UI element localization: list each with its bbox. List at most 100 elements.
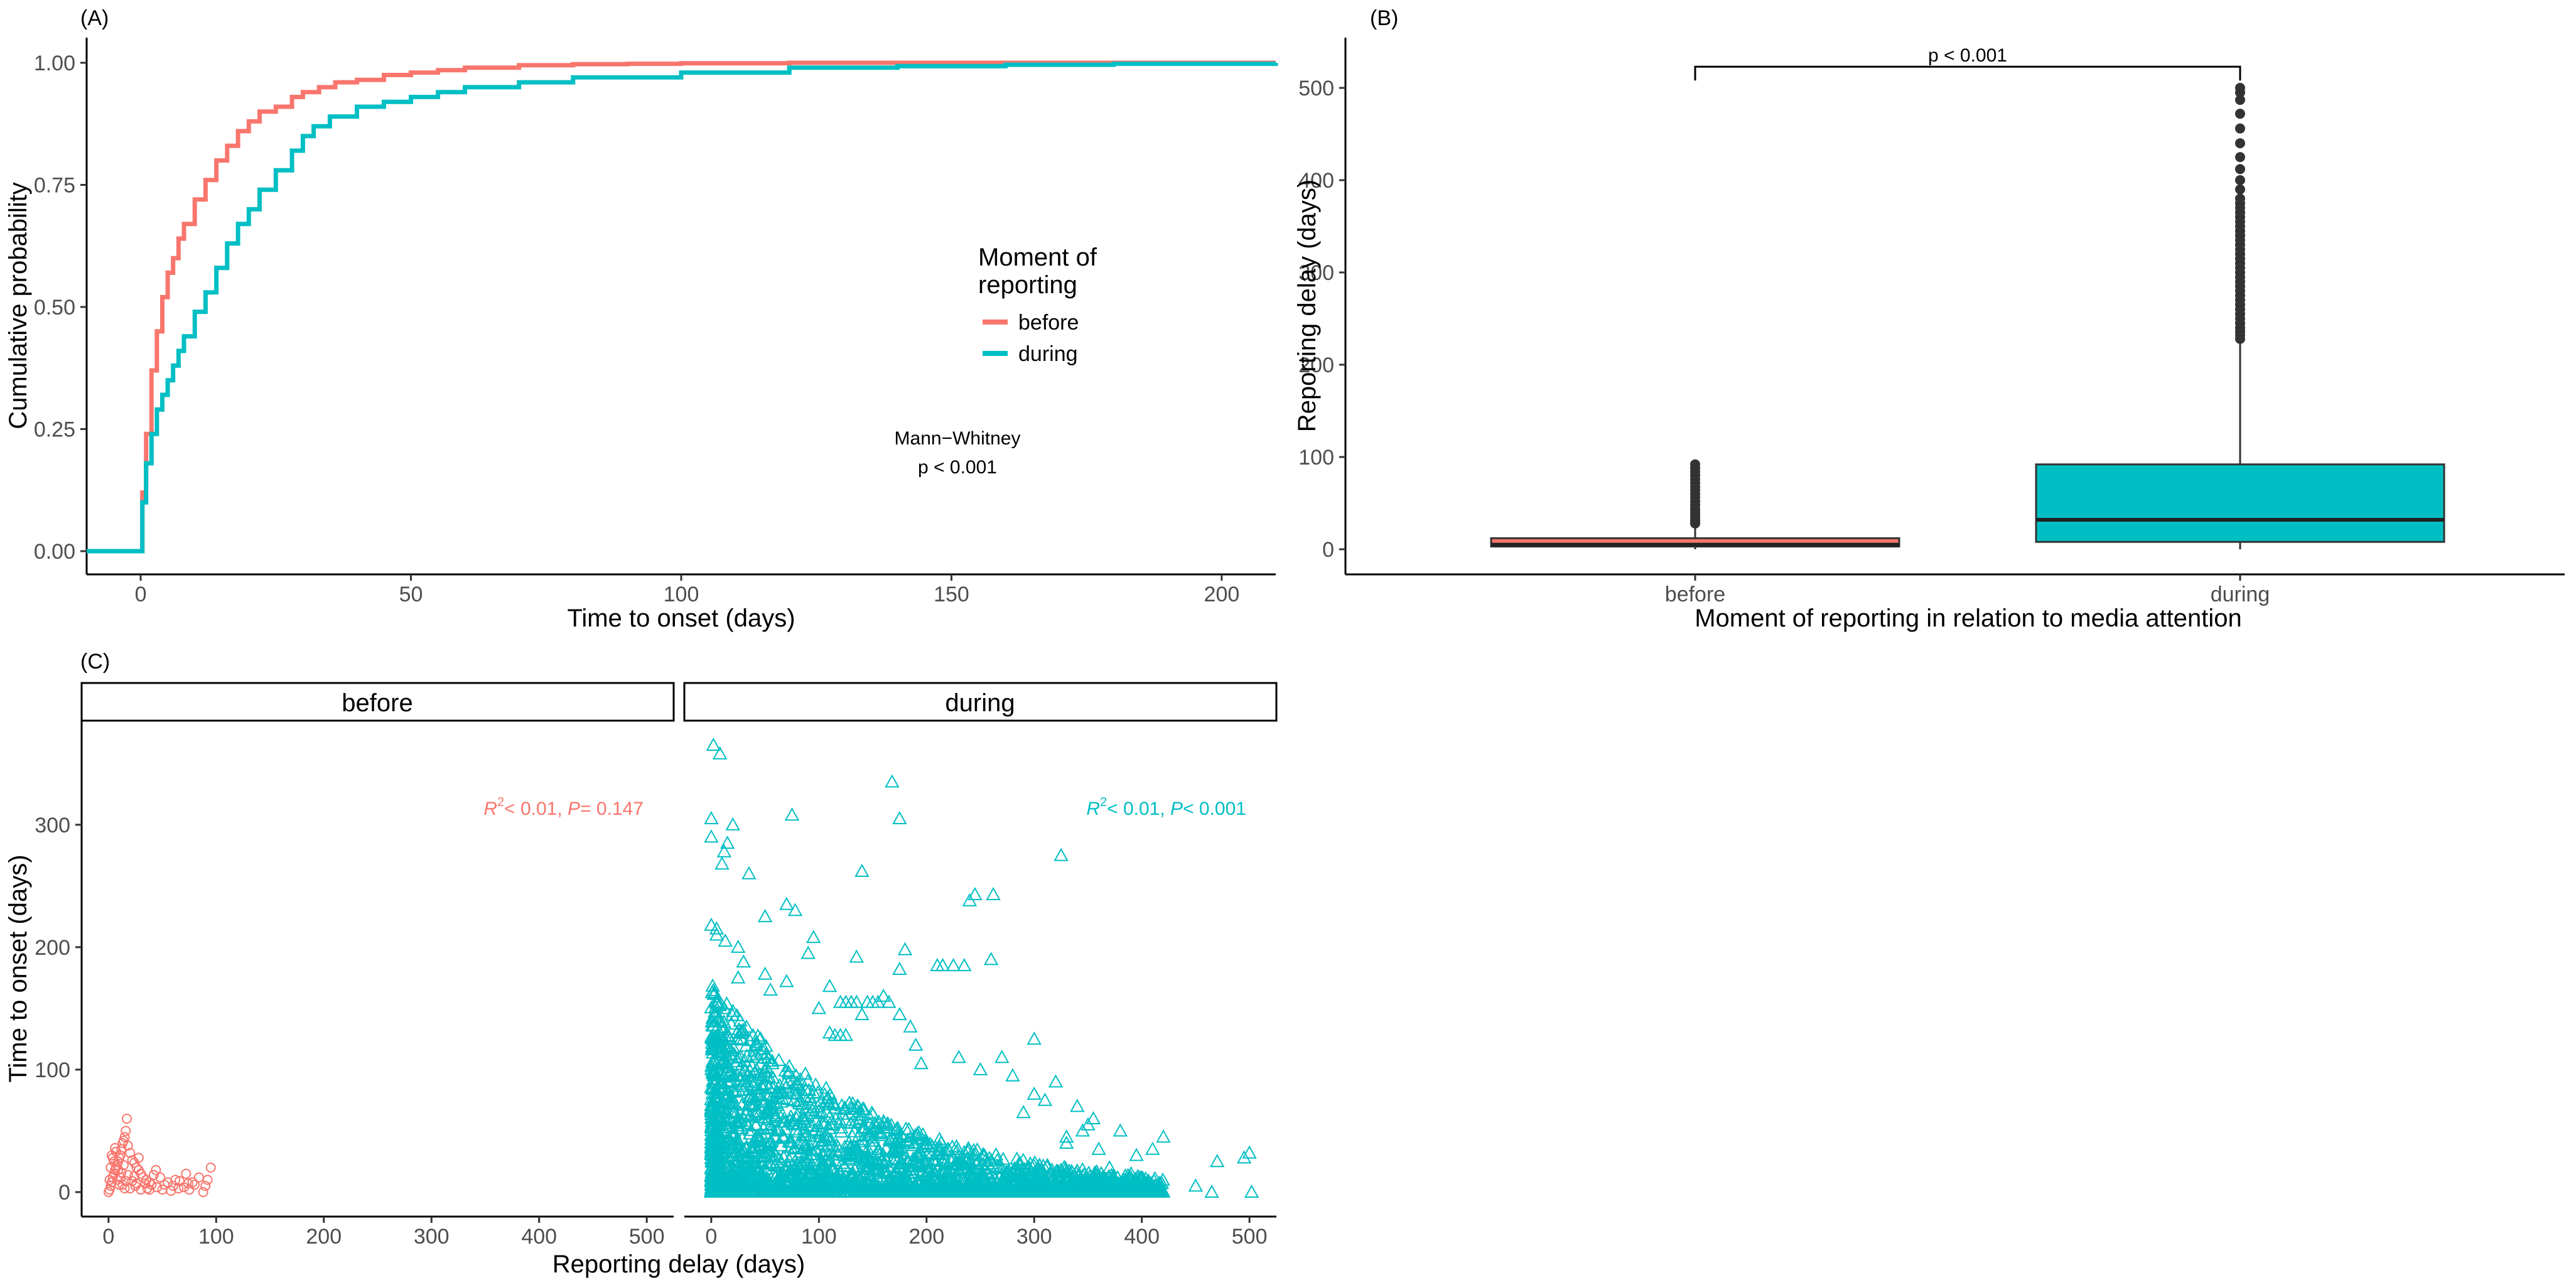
scatter-point-during [716,1139,732,1153]
scatter-point-during [932,1142,947,1156]
scatter-point-before [129,1171,139,1181]
scatter-point-during [744,1143,759,1157]
x-tick-label: 100 [801,1225,837,1249]
scatter-point-during [820,1138,836,1152]
scatter-point-during [967,1153,983,1167]
scatter-point-during [986,886,1001,900]
scatter-point-during [849,994,864,1008]
scatter-point-during [813,1094,828,1107]
scatter-point-during [918,1132,933,1146]
scatter-point-during [1104,1181,1119,1195]
scatter-point-during [704,1118,719,1132]
panel-b: (B) 0 100 200 300 400 500 before during p < 0.0… [1293,6,2565,632]
scatter-point-during [1242,1145,1257,1159]
scatter-point-during [900,1133,915,1147]
facet-strip-label-before: before [342,689,412,717]
scatter-point-during [723,1065,738,1079]
scatter-point-during [872,1184,888,1198]
scatter-point-during [776,1131,791,1144]
scatter-point-during [1039,1184,1054,1198]
scatter-point-before [190,1180,200,1190]
scatter-point-during [845,1095,860,1109]
scatter-point-before [118,1160,129,1171]
y-tick-label: 0 [58,1181,70,1205]
scatter-point-during [863,1116,878,1130]
scatter-point-during [868,1156,883,1170]
scatter-point-during [706,737,721,751]
scatter-point-during [776,1114,792,1128]
scatter-point-during [915,1163,930,1176]
scatter-point-during [771,1122,786,1136]
scatter-point-during [1077,1180,1093,1193]
scatter-point-during [846,1124,862,1137]
scatter-point-during [720,1169,736,1183]
panel-a-ticks: 0 50 100 150 200 0.00 0.25 0.50 0.75 1.00 [34,51,1239,606]
scatter-point-during [814,1123,829,1137]
panel-a-legend: Moment of reporting before during [978,244,1097,366]
scatter-point-during [846,1169,861,1183]
scatter-point-during [1067,1168,1082,1182]
panel-c-y-title: Time to onset (days) [4,854,32,1082]
scatter-point-during [711,1104,726,1118]
scatter-point-during [757,966,773,980]
x-tick-label: 0 [102,1225,114,1249]
scatter-point-during [1054,847,1069,861]
scatter-point-during [962,1184,978,1198]
scatter-point-during [1154,1181,1170,1195]
scatter-point-during [798,1137,813,1151]
outlier-point-during [2235,123,2245,134]
outlier-point-during [2235,83,2245,93]
scatter-point-during [739,1116,754,1129]
scatter-point-during [903,1129,919,1143]
scatter-point-during [769,1168,784,1181]
scatter-point-during [1013,1156,1028,1169]
scatter-point-during [757,1050,773,1063]
scatter-point-during [715,1169,730,1183]
scatter-point-during [1016,1153,1031,1166]
scatter-point-during [876,988,891,1002]
scatter-point-during [906,1179,921,1193]
scatter-point-during [1075,1123,1091,1137]
scatter-point-during [733,1031,749,1045]
scatter-point-before [155,1172,166,1183]
scatter-point-before [122,1114,132,1124]
scatter-point-during [1059,1180,1074,1194]
scatter-point-during [854,1139,870,1153]
scatter-point-before [148,1169,159,1180]
scatter-point-during [718,933,733,947]
scatter-point-before [200,1181,211,1191]
scatter-point-during [1081,1117,1096,1131]
scatter-point-during [986,1178,1001,1192]
scatter-point-during [870,1124,885,1137]
outlier-point-during [2235,109,2245,119]
scatter-point-during [749,1062,764,1075]
scatter-point-during [901,1122,917,1136]
scatter-point-during [704,917,719,931]
scatter-point-during [744,1140,759,1154]
scatter-point-during [705,1181,720,1195]
scatter-point-before [187,1177,198,1188]
x-tick-label: 100 [198,1225,234,1249]
scatter-point-during [949,1139,964,1153]
during-stat-r2: < 0.01 [1107,798,1160,819]
panel-b-ticks: 0 100 200 300 400 500 before during [1298,77,2270,606]
scatter-point-during [855,1132,870,1146]
scatter-point-during [775,1128,791,1142]
scatter-point-during [704,1176,719,1190]
scatter-point-during [946,958,961,972]
panel-a: (A) 0 50 100 150 200 0.00 0.25 0.50 0.75 1.00 Tim… [4,6,1278,632]
scatter-point-during [1113,1183,1128,1197]
legend-label-during: during [1018,342,1078,366]
y-tick-label: 0 [1322,538,1334,562]
scatter-point-during [911,1174,927,1188]
scatter-point-during [716,1021,731,1035]
scatter-point-during [854,1007,870,1021]
scatter-point-during [735,1096,750,1110]
y-tick-label: 0.25 [34,418,75,442]
scatter-point-during [870,1171,885,1185]
panel-b-y-title: Reporting delay (days) [1293,180,1321,432]
scatter-point-during [742,1109,758,1123]
facet-strip-before [80,682,675,722]
scatter-point-before [131,1178,142,1189]
scatter-point-during [725,1136,740,1150]
